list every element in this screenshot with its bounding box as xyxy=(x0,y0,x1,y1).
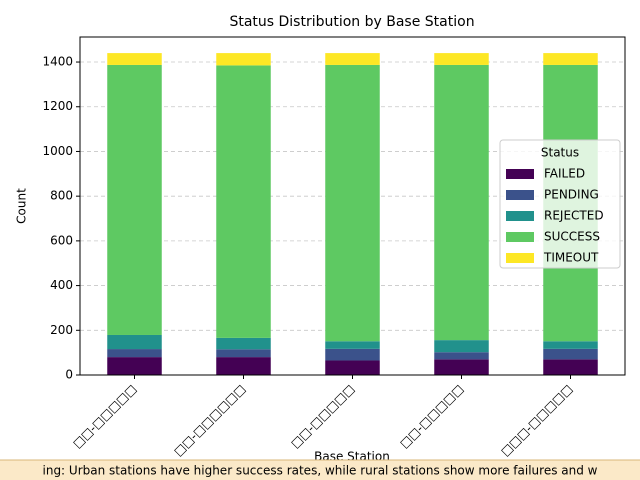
y-axis-label: Count xyxy=(15,188,29,224)
y-tick-label: 600 xyxy=(50,233,73,247)
bar-segment xyxy=(543,359,598,375)
bar-segment xyxy=(107,64,162,335)
y-tick-label: 800 xyxy=(50,189,73,203)
legend-label: SUCCESS xyxy=(544,230,600,244)
y-tick-label: 1200 xyxy=(42,99,73,113)
bar-segment xyxy=(216,349,271,358)
bar-segment xyxy=(543,348,598,360)
legend-label: TIMEOUT xyxy=(543,251,599,265)
bar-segment xyxy=(107,334,162,350)
x-tick-label: □□-□□□□□ xyxy=(288,382,357,451)
bar-segment xyxy=(107,53,162,65)
bar-segment xyxy=(434,64,489,341)
bar-segment xyxy=(325,64,380,342)
legend-swatch xyxy=(506,253,534,263)
bar-segment xyxy=(434,352,489,360)
plot-frame xyxy=(79,36,626,376)
bar-segment xyxy=(216,53,271,66)
legend-swatch xyxy=(506,169,534,179)
chart-title: Status Distribution by Base Station xyxy=(229,14,474,30)
bar-segment xyxy=(543,341,598,349)
bar-segment xyxy=(543,53,598,65)
legend-label: FAILED xyxy=(544,167,585,181)
legend-title: Status xyxy=(541,146,579,160)
bar-segment xyxy=(325,341,380,349)
y-tick-label: 0 xyxy=(65,368,73,382)
y-tick-label: 200 xyxy=(50,323,73,337)
bar-segment xyxy=(216,357,271,375)
legend-label: REJECTED xyxy=(544,209,604,223)
y-tick-label: 400 xyxy=(50,278,73,292)
bar-segment xyxy=(325,348,380,361)
bar-segment xyxy=(434,340,489,353)
x-tick-label: □□-□□□□□□ xyxy=(171,382,248,459)
y-tick-label: 1000 xyxy=(42,144,73,158)
bar-segment xyxy=(216,337,271,350)
bar-segment xyxy=(325,53,380,65)
bar-segment xyxy=(107,349,162,358)
x-tick-label: □□□-□□□□□ xyxy=(498,382,575,459)
legend-swatch xyxy=(506,190,534,200)
x-tick-label: □□-□□□□□ xyxy=(70,382,139,451)
annotation: ing: Urban stations have higher success … xyxy=(43,464,598,478)
bar-segment xyxy=(216,65,271,338)
annotation-box xyxy=(0,459,640,480)
bar-segment xyxy=(434,359,489,375)
legend-swatch xyxy=(506,211,534,221)
y-tick-label: 1400 xyxy=(42,55,73,69)
bar-segment xyxy=(434,53,489,65)
x-tick-label: □□-□□□□□ xyxy=(397,382,466,451)
bar-segment xyxy=(325,360,380,375)
legend-swatch xyxy=(506,232,534,242)
bar-segment xyxy=(107,357,162,375)
legend-label: PENDING xyxy=(544,188,599,202)
